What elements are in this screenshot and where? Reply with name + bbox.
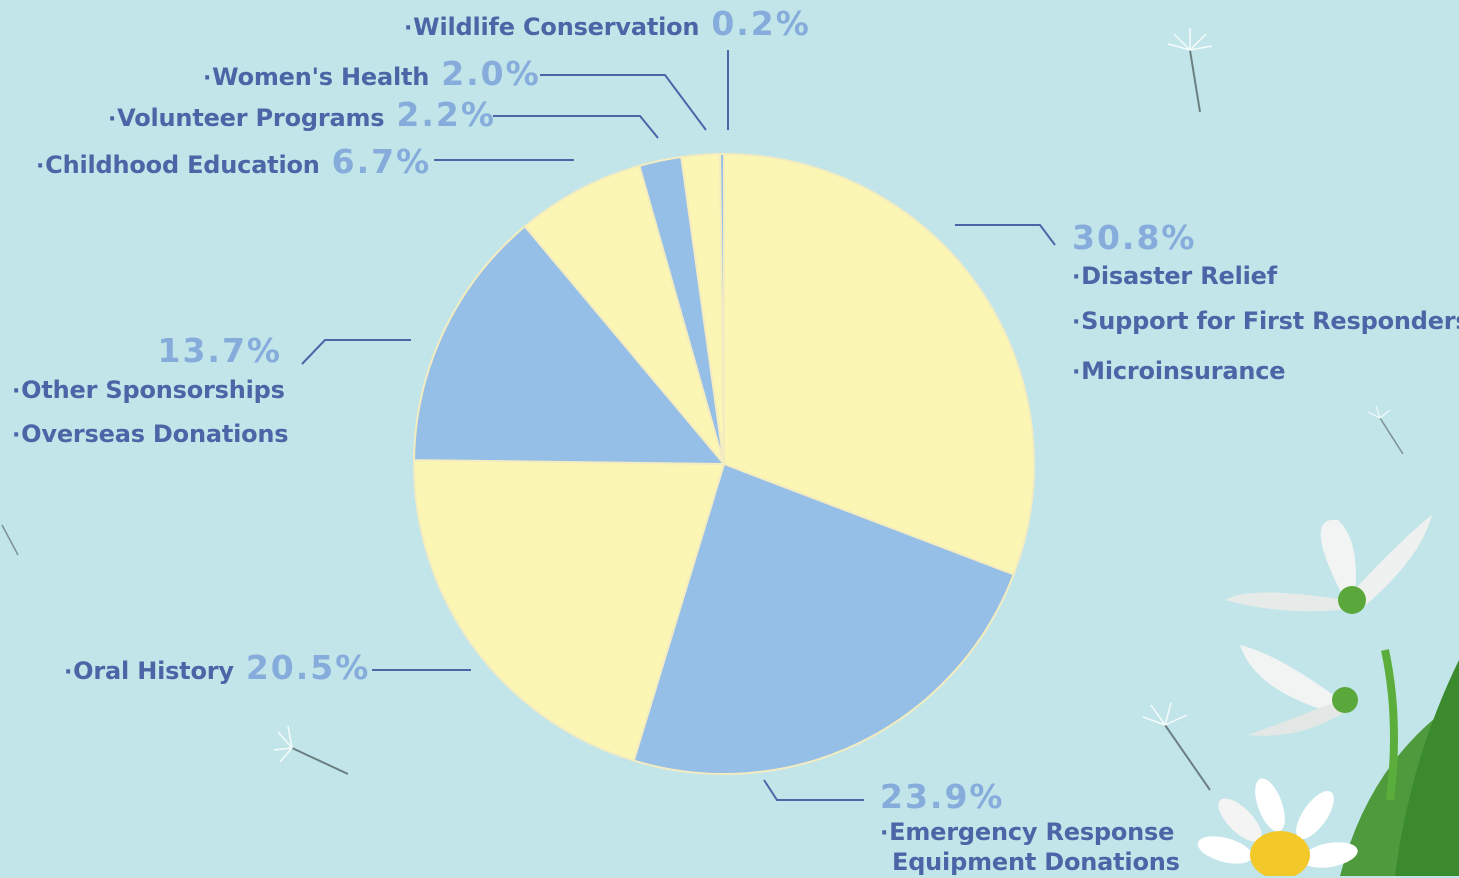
slice-label-volunteer-programs: Volunteer Programs 2.2% (108, 95, 496, 134)
leaf-icon (1340, 649, 1459, 876)
slice-label-wildlife-conservation: Wildlife Conservation 0.2% (404, 4, 811, 43)
slice-label-emergency-response-group: 23.9% Emergency Response Equipment Donat… (880, 776, 1180, 878)
slice-label-disaster-relief-group: 30.8% Disaster Relief Support for First … (1072, 218, 1459, 397)
leader-line-5 (301, 339, 411, 365)
percent-label: 6.7% (331, 142, 432, 181)
category-label: Wildlife Conservation (404, 13, 700, 41)
pie-slice-3 (413, 224, 727, 466)
white-flower-icon (1240, 645, 1358, 736)
category-label: Microinsurance (1072, 347, 1459, 397)
pie-slice-0 (723, 152, 1035, 576)
leader-line-1 (540, 74, 707, 131)
white-flower-icon (1225, 515, 1432, 614)
daisy-icon (1197, 778, 1358, 876)
category-label: Women's Health (203, 63, 429, 91)
dandelion-seed-icon (1167, 28, 1213, 113)
category-label: Disaster Relief (1072, 257, 1459, 297)
decorations (1, 28, 1459, 876)
percent-label: 0.2% (711, 4, 811, 43)
percent-label: 30.8% (1072, 218, 1197, 257)
leader-line-2 (493, 115, 659, 139)
category-label: Volunteer Programs (108, 104, 385, 132)
dandelion-seed-icon (1367, 405, 1404, 455)
category-label: Equipment Donations (892, 848, 1180, 876)
category-label: Support for First Responders (1072, 297, 1459, 347)
percent-label: 20.5% (245, 648, 371, 687)
percent-label: 2.2% (396, 95, 496, 134)
dandelion-seed-icon (1, 524, 19, 556)
pie-slice-7 (719, 152, 725, 465)
pie-slice-2 (413, 459, 726, 762)
category-label: Oral History (64, 657, 234, 685)
dandelion-seed-icon (1142, 702, 1211, 791)
percent-label: 23.9% (880, 777, 1005, 816)
category-label: Other Sponsorships (12, 372, 285, 410)
pie-slice-4 (523, 164, 725, 465)
category-label: Overseas Donations (12, 410, 288, 460)
slice-label-childhood-education: Childhood Education 6.7% (36, 142, 431, 181)
pie-slice-1 (632, 462, 1015, 775)
percent-label: 13.7% (157, 331, 282, 370)
percent-label: 2.0% (441, 54, 541, 93)
slice-label-womens-health: Women's Health 2.0% (203, 54, 541, 93)
leader-line-7 (763, 779, 864, 801)
dandelion-seed-icon (273, 725, 349, 775)
category-label: Childhood Education (36, 151, 320, 179)
leader-line-4 (955, 224, 1056, 246)
slice-label-oral-history: Oral History 20.5% (64, 648, 370, 687)
category-label: Emergency Response (880, 818, 1180, 848)
slice-label-sponsorships-group: 13.7% Other Sponsorships Overseas Donati… (12, 330, 288, 460)
